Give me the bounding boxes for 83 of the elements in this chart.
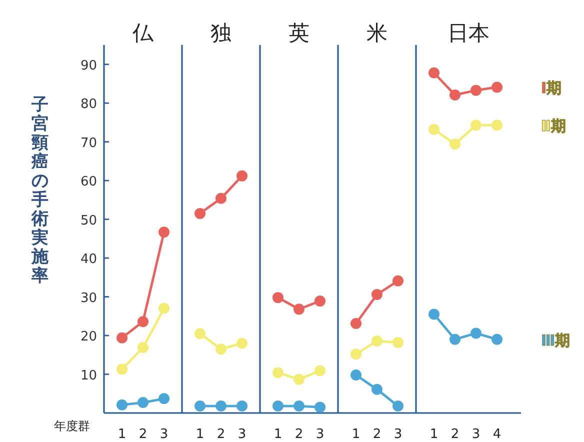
point xyxy=(350,348,362,360)
chart-title: 英 xyxy=(288,21,310,45)
point xyxy=(450,138,460,150)
x-tick-label: 3 xyxy=(238,427,246,442)
point xyxy=(216,192,226,204)
point xyxy=(492,334,502,345)
chart-title: 独 xyxy=(210,21,232,45)
point xyxy=(428,67,440,78)
point xyxy=(194,208,206,220)
point xyxy=(216,344,226,355)
point xyxy=(294,400,304,412)
point xyxy=(372,384,382,395)
point xyxy=(428,124,440,135)
y-tick-label: 10 xyxy=(80,368,97,384)
y-tick-label: 20 xyxy=(80,330,97,345)
point xyxy=(470,120,482,131)
point xyxy=(492,120,502,131)
point xyxy=(450,89,460,100)
chart-title: 日本 xyxy=(448,21,490,45)
point xyxy=(158,393,170,404)
point xyxy=(372,335,382,346)
chart-title: 仏 xyxy=(132,21,154,45)
text: Ⅱ期 xyxy=(541,117,566,136)
y-tick-label: 30 xyxy=(80,290,97,306)
point xyxy=(272,400,284,412)
x-tick-label: 1 xyxy=(352,427,360,442)
point xyxy=(470,84,482,96)
point xyxy=(116,332,128,344)
x-tick-label: 1 xyxy=(118,427,126,442)
y-tick-label: 70 xyxy=(80,136,97,151)
point xyxy=(158,302,170,314)
point xyxy=(428,308,440,320)
x-tick-label: 3 xyxy=(472,427,480,442)
x-tick-label: 2 xyxy=(216,427,226,442)
y-tick-label: 80 xyxy=(80,97,97,112)
point xyxy=(236,338,248,349)
point xyxy=(116,399,128,410)
x-tick-label: 2 xyxy=(294,427,304,442)
point xyxy=(392,400,404,412)
point xyxy=(294,304,304,315)
point xyxy=(116,364,128,375)
point xyxy=(138,342,148,354)
point xyxy=(314,402,326,413)
point xyxy=(470,328,482,339)
point xyxy=(314,296,326,307)
text: 子宮頸癌の手術実施率 xyxy=(32,95,48,286)
x-axis-title: 年度群 xyxy=(54,419,90,433)
y-tick-label: 90 xyxy=(80,58,97,74)
point xyxy=(272,367,284,378)
point xyxy=(450,334,460,345)
point xyxy=(392,337,404,348)
text: Ⅲ期 xyxy=(541,331,570,350)
point xyxy=(138,316,148,328)
point xyxy=(138,397,148,408)
x-tick-label: 2 xyxy=(450,427,460,442)
x-tick-label: 3 xyxy=(316,427,324,442)
x-tick-label: 3 xyxy=(160,427,168,442)
x-tick-label: 3 xyxy=(394,427,402,442)
x-tick-label: 1 xyxy=(430,427,438,442)
point xyxy=(350,370,362,381)
x-tick-label: 1 xyxy=(274,427,282,442)
y-tick-label: 50 xyxy=(80,213,97,228)
point xyxy=(294,374,304,385)
point xyxy=(272,292,284,304)
point xyxy=(194,400,206,412)
chart-title: 米 xyxy=(366,21,388,45)
point xyxy=(350,318,362,330)
y-tick-label: 60 xyxy=(80,174,97,190)
x-tick-label: 1 xyxy=(196,427,204,442)
y-tick-label: 40 xyxy=(80,252,97,268)
x-tick-label: 4 xyxy=(492,427,502,442)
point xyxy=(236,170,248,182)
point xyxy=(158,226,170,238)
x-tick-label: 2 xyxy=(372,427,382,442)
text: Ⅰ期 xyxy=(541,79,562,98)
point xyxy=(216,400,226,412)
point xyxy=(392,275,404,286)
x-tick-label: 2 xyxy=(138,427,148,442)
point xyxy=(372,288,382,300)
point xyxy=(492,82,502,93)
point xyxy=(194,328,206,340)
point xyxy=(236,400,248,412)
point xyxy=(314,365,326,376)
